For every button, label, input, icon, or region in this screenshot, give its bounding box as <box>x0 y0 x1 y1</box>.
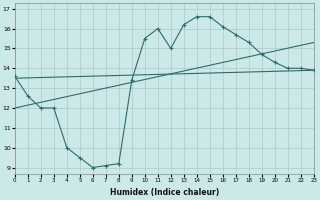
X-axis label: Humidex (Indice chaleur): Humidex (Indice chaleur) <box>110 188 219 197</box>
